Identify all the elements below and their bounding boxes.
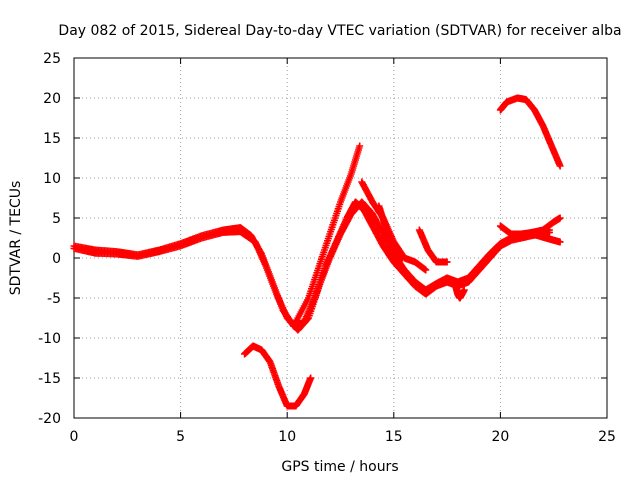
data-point — [422, 266, 430, 274]
x-tick-label: 0 — [70, 429, 79, 445]
x-tick-label: 5 — [176, 429, 185, 445]
series-band-short — [375, 202, 406, 262]
y-tick-label: 25 — [43, 51, 61, 67]
y-tick-label: 10 — [43, 171, 61, 187]
x-tick-label: 25 — [598, 429, 616, 445]
plot-frame — [73, 57, 608, 419]
series-lower-arc — [241, 342, 315, 410]
y-tick-label: -15 — [38, 371, 61, 387]
data-point — [556, 214, 564, 222]
y-tick-label: 0 — [52, 251, 61, 267]
data-point — [307, 374, 315, 382]
data-point — [556, 162, 564, 170]
y-axis-label: SDTVAR / TECUs — [8, 181, 24, 296]
data-point — [398, 254, 406, 262]
x-tick-label: 20 — [491, 429, 509, 445]
data-point — [460, 286, 468, 294]
data-point — [556, 238, 564, 246]
x-axis-label: GPS time / hours — [281, 459, 398, 475]
series-band-late — [415, 226, 451, 266]
series-dip-19 — [452, 282, 468, 302]
series-upper-arc — [496, 94, 564, 170]
series-tail-lower — [518, 230, 564, 246]
data-points — [70, 94, 564, 410]
y-tick-label: -10 — [38, 331, 61, 347]
series-band-offset — [70, 198, 553, 334]
tick-labels: 0 5 10 15 20 25 -20 -15 -10 -5 0 5 10 15 20 25 — [38, 51, 616, 445]
grid — [74, 58, 607, 418]
series-band-steep — [290, 142, 364, 330]
y-tick-label: 20 — [43, 91, 61, 107]
y-tick-label: -20 — [38, 411, 61, 427]
y-tick-label: -5 — [47, 291, 61, 307]
x-tick-label: 10 — [278, 429, 296, 445]
data-point — [443, 258, 451, 266]
x-tick-label: 15 — [385, 429, 403, 445]
data-point — [356, 142, 364, 150]
chart-title: Day 082 of 2015, Sidereal Day-to-day VTE… — [58, 23, 621, 39]
y-tick-label: 5 — [52, 211, 61, 227]
axes — [73, 57, 608, 419]
y-tick-label: 15 — [43, 131, 61, 147]
